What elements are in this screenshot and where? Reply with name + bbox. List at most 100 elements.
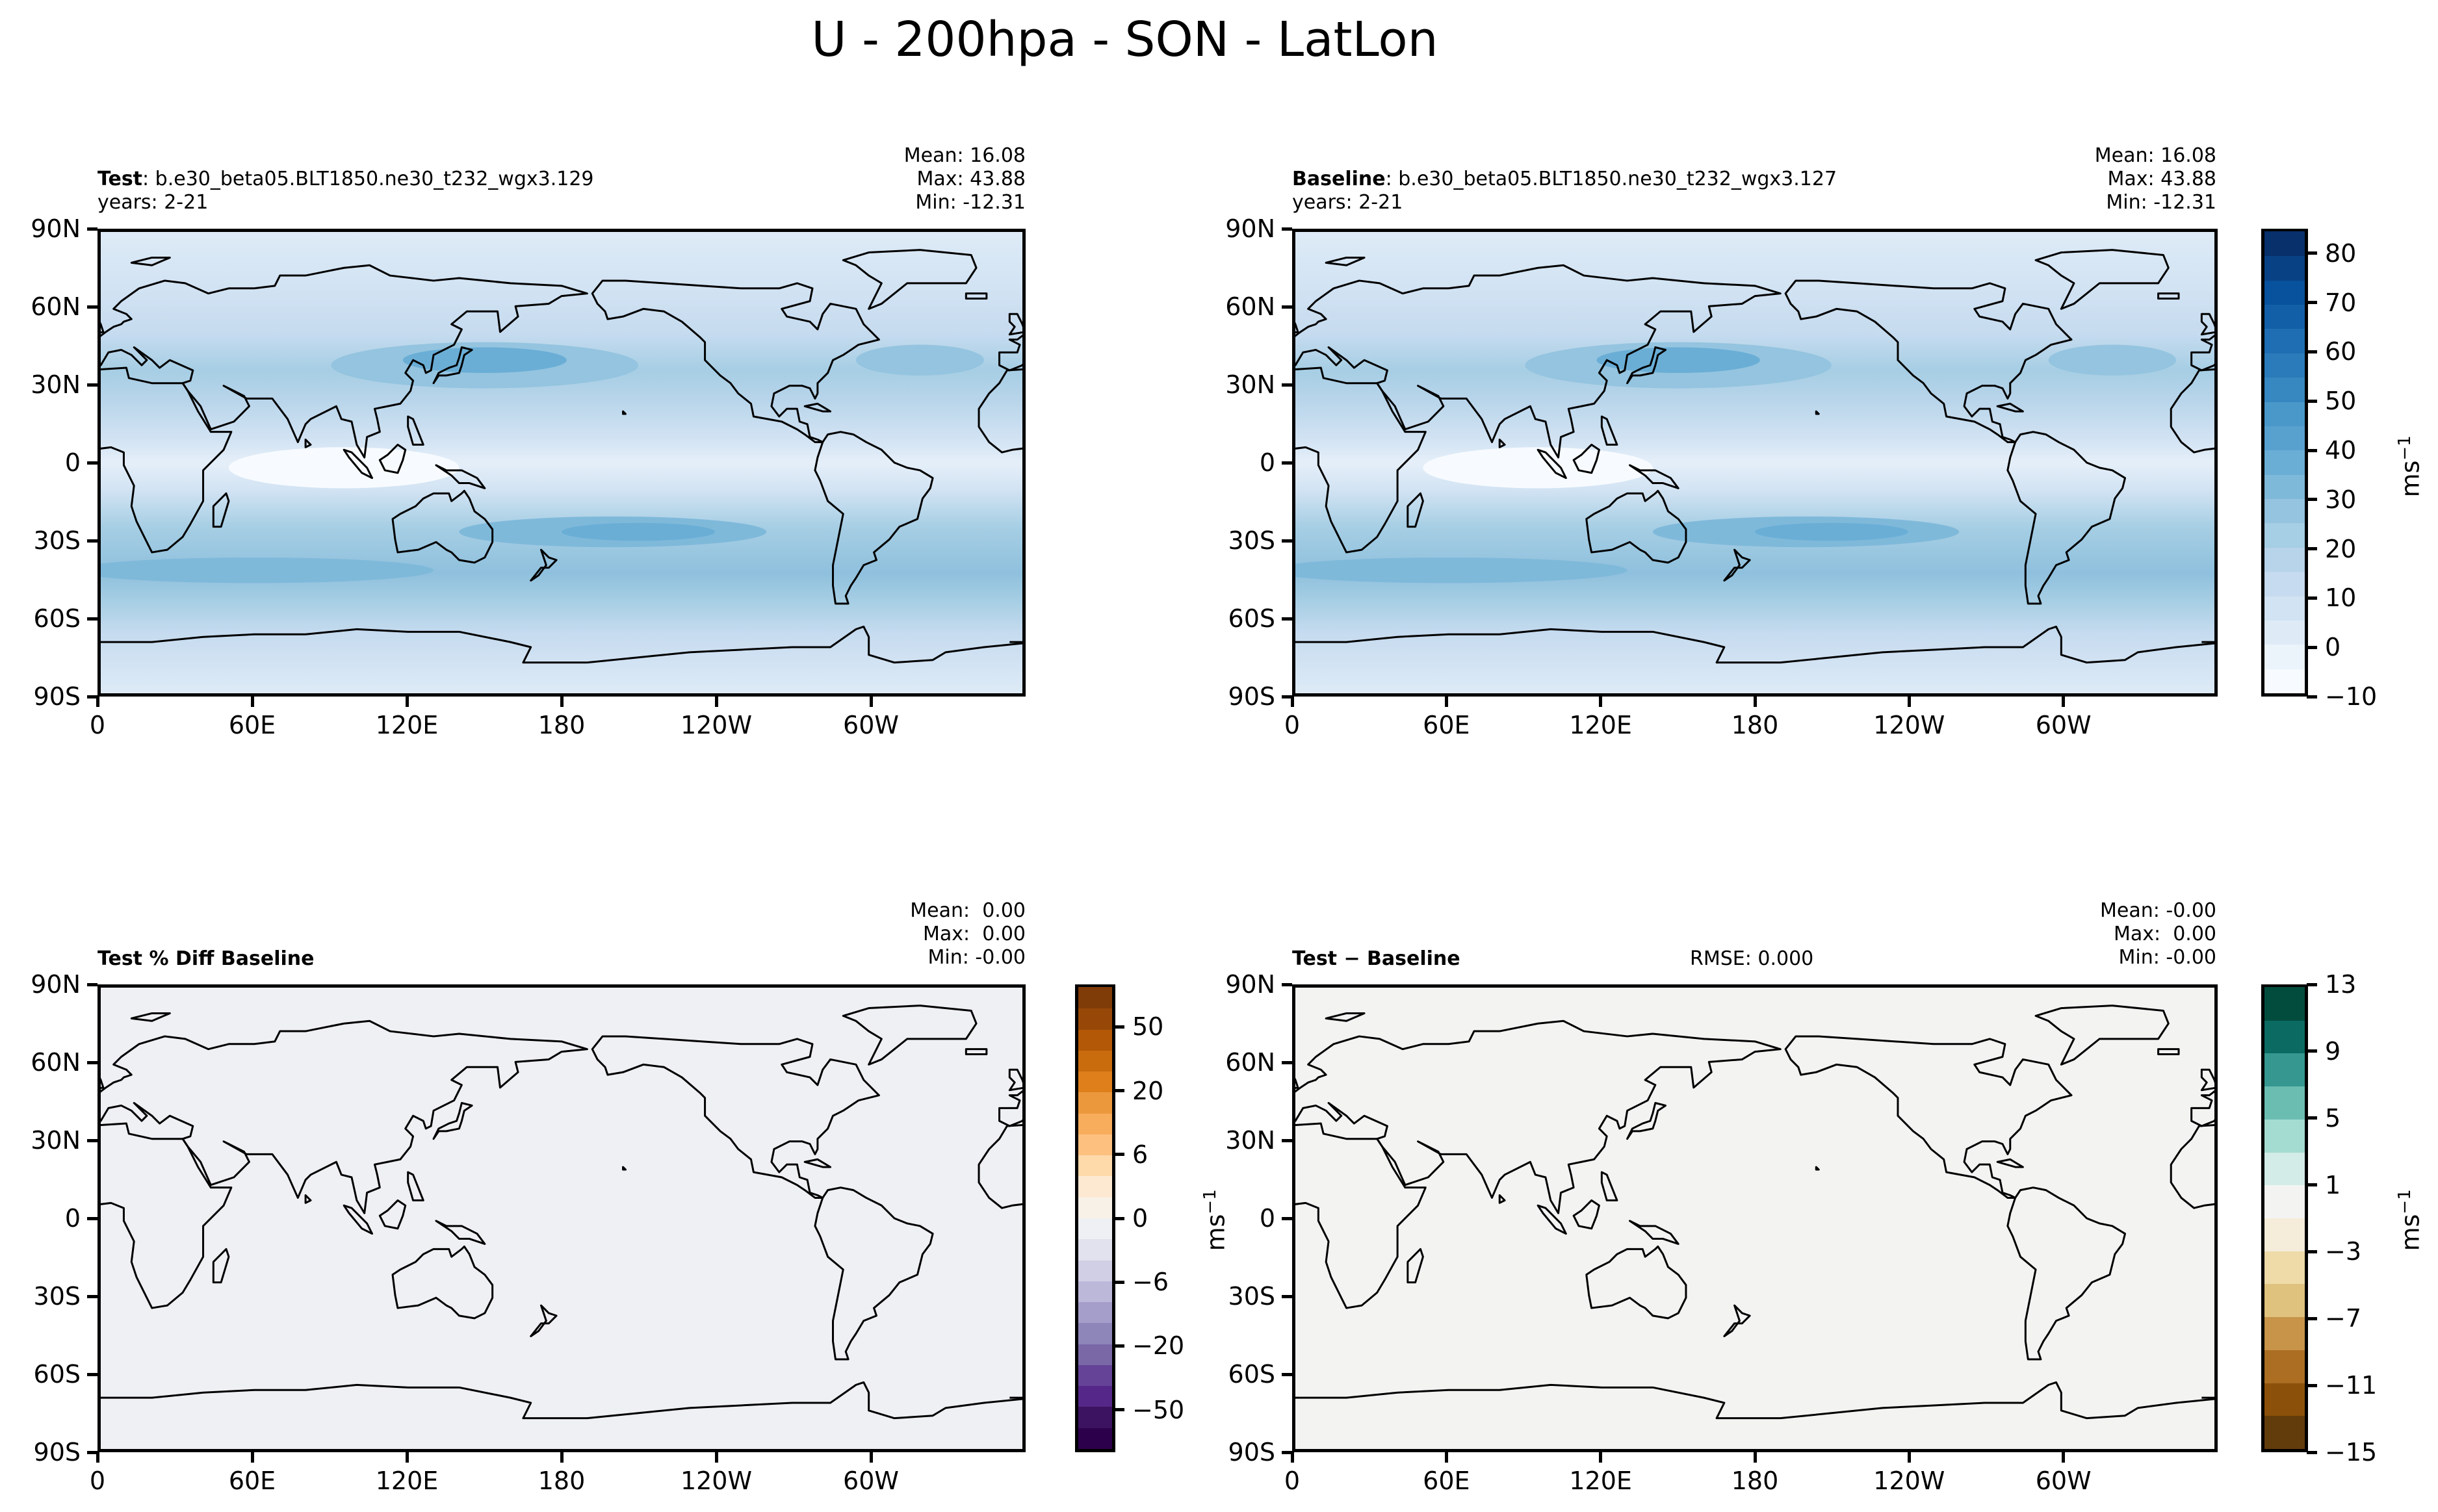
coastline-japan xyxy=(434,348,472,383)
coastline-australia xyxy=(1587,491,1686,562)
lat-tick-label: 90S xyxy=(33,682,81,711)
colorbar-tick-label: −15 xyxy=(2325,1438,2378,1467)
colorbar-band xyxy=(1078,1385,1112,1407)
lon-tick-mark xyxy=(96,1452,99,1463)
colorbar-tick-label: 70 xyxy=(2325,288,2357,317)
panel-pctdiff-label: Test % Diff Baseline xyxy=(97,947,315,970)
colorbar-band xyxy=(2264,570,2305,596)
colorbar-band xyxy=(2264,522,2305,548)
lat-tick-label: 30S xyxy=(33,1282,81,1311)
lon-tick-label: 120W xyxy=(680,1467,753,1495)
colorbar-diff-unit: ms−1 xyxy=(2395,1189,2425,1251)
coastline-africa xyxy=(2171,1123,2214,1308)
lat-tick-label: 60N xyxy=(31,1048,81,1077)
colorbar-tick-label: −11 xyxy=(2325,1371,2378,1400)
lat-tick-label: 30N xyxy=(31,1126,81,1155)
colorbar-diff xyxy=(2261,984,2308,1452)
colorbar-tick-mark xyxy=(1114,1280,1124,1284)
colorbar-band xyxy=(1078,986,1112,1009)
lat-tick-mark xyxy=(87,1372,97,1376)
colorbar-tick-label: 60 xyxy=(2325,337,2357,366)
colorbar-band xyxy=(1078,1301,1112,1324)
lon-tick-mark xyxy=(250,697,254,707)
colorbar-tick-mark xyxy=(1114,1344,1124,1348)
lon-tick-label: 0 xyxy=(1284,711,1301,739)
lat-tick-label: 60S xyxy=(33,604,81,633)
coastline-uk xyxy=(1295,314,1298,335)
coastline-newguinea xyxy=(436,465,485,489)
panel-baseline-years: years: 2-21 xyxy=(1292,191,1403,214)
lon-tick-label: 120E xyxy=(1569,711,1632,739)
lat-tick-mark xyxy=(87,1138,97,1142)
colorbar-band xyxy=(2264,376,2305,402)
coastline-namerica xyxy=(1785,1036,2071,1198)
lat-tick-mark xyxy=(87,383,97,387)
map-canvas xyxy=(101,232,1022,693)
lat-tick-mark xyxy=(87,1216,97,1220)
coastline-japan xyxy=(434,1103,472,1139)
panel-test-header: Test: b.e30_beta05.BLT1850.ne30_t232_wgx… xyxy=(97,168,594,214)
lat-tick-mark xyxy=(87,305,97,309)
coastline-greenland xyxy=(2036,250,2168,309)
lon-tick-label: 180 xyxy=(538,711,586,739)
coastline-hawaii xyxy=(623,411,626,414)
colorbar-tick-label: 5 xyxy=(2325,1103,2341,1133)
coastline-svalbard xyxy=(1326,1013,1364,1021)
coastline-srilanka xyxy=(305,440,311,448)
colorbar-tick-mark xyxy=(2307,695,2317,698)
colorbar-band xyxy=(2264,1415,2305,1449)
coastline-uk xyxy=(1295,1070,1298,1090)
lon-tick-label: 120E xyxy=(375,711,439,739)
lon-tick-label: 120E xyxy=(375,1467,439,1495)
colorbar-band xyxy=(1078,1322,1112,1344)
stat-max: Max: 0.00 xyxy=(2114,923,2216,945)
equatorial-minimum xyxy=(228,447,460,489)
figure-title: U - 200hpa - SON - LatLon xyxy=(811,12,1438,68)
colorbar-tick-label: −6 xyxy=(1132,1268,1169,1297)
lat-tick-mark xyxy=(1282,1216,1292,1220)
coastline-antarctica xyxy=(101,1382,1022,1418)
coastline-philippines xyxy=(1602,1172,1617,1200)
lon-tick-label: 0 xyxy=(89,1467,106,1495)
coastline-madagascar xyxy=(213,1249,229,1282)
coastline-samerica xyxy=(815,432,933,604)
colorbar-band xyxy=(1078,1427,1112,1449)
panel-baseline-label: Baseline xyxy=(1292,168,1386,190)
coastline-uk xyxy=(1009,314,1022,335)
lon-tick-mark xyxy=(1907,1452,1911,1463)
panel-diff-rmse: RMSE: 0.000 xyxy=(1690,947,1814,970)
coastline-greenland xyxy=(2036,1006,2168,1065)
coastline-sumatra xyxy=(1538,1205,1566,1233)
lon-tick-mark xyxy=(560,697,564,707)
coastline-samerica xyxy=(2008,432,2125,604)
colorbar-tick-label: 50 xyxy=(1132,1012,1164,1042)
colorbar-tick-mark xyxy=(2307,982,2317,986)
lon-tick-label: 60E xyxy=(228,1467,276,1495)
lat-tick-label: 90S xyxy=(33,1438,81,1467)
coastline-srilanka xyxy=(1499,440,1505,448)
coastline-sumatra xyxy=(344,450,372,478)
map-baseline xyxy=(1292,229,2218,697)
lat-tick-label: 90N xyxy=(1225,970,1275,999)
lat-tick-mark xyxy=(87,1294,97,1298)
unit-exponent: −1 xyxy=(2394,1189,2415,1214)
coastline-sumatra xyxy=(1538,450,1566,478)
coastline-eurasia xyxy=(1295,265,1780,457)
colorbar-tick-label: 30 xyxy=(2325,485,2357,514)
coastline-srilanka xyxy=(1499,1196,1505,1203)
panel-pctdiff-stats: Mean: 0.00 Max: 0.00 Min: -0.00 xyxy=(910,899,1026,969)
coastline-antarctica xyxy=(1295,626,2214,662)
panel-diff-stats: Mean: -0.00 Max: 0.00 Min: -0.00 xyxy=(2100,899,2216,969)
lat-tick-label: 0 xyxy=(64,1204,81,1233)
lat-tick-label: 30N xyxy=(1225,370,1275,399)
colorbar-tick-mark xyxy=(1114,1025,1124,1029)
lat-tick-mark xyxy=(1282,383,1292,387)
coastline-africa xyxy=(979,1123,1022,1308)
colorbar-tick-label: 80 xyxy=(2325,238,2357,268)
colorbar-tick-mark xyxy=(2307,1316,2317,1320)
coastline-madagascar xyxy=(1408,1249,1423,1282)
colorbar-band xyxy=(1078,1217,1112,1240)
colorbar-band xyxy=(2264,1316,2305,1350)
stat-min: Min: -0.00 xyxy=(2118,946,2217,969)
colorbar-band xyxy=(1078,1091,1112,1114)
